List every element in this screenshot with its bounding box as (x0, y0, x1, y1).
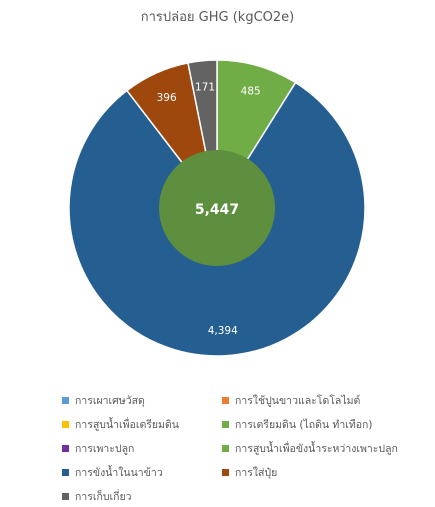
legend-label: การใส่ปุ๋ย (235, 467, 278, 479)
slice-value-label: 396 (157, 92, 177, 104)
legend-label: การเพาะปลูก (75, 443, 135, 455)
legend-item: การใช้ปูนขาวและโดโลไมต์ (222, 390, 422, 411)
legend-item: การเตรียมดิน (ไถดิน ทำเทือก) (222, 414, 422, 435)
legend-label: การขังน้ำในนาข้าว (75, 467, 163, 479)
legend-item: การเผาเศษวัสดุ (62, 390, 222, 411)
donut-chart: 485 4,394 396 171 5,447 (68, 59, 366, 357)
legend-swatch (62, 469, 69, 476)
legend-swatch (222, 469, 229, 476)
legend-label: การเผาเศษวัสดุ (75, 395, 145, 407)
slice-value-label: 485 (241, 86, 261, 98)
legend-label: การสูบน้ำเพื่อขังน้ำระหว่างเพาะปลูก (235, 443, 398, 455)
chart-title: การปล่อย GHG (kgCO2e) (140, 10, 295, 25)
center-total-label: 5,447 (195, 202, 239, 218)
legend-label: การเก็บเกี่ยว (75, 491, 132, 503)
legend-item: การใส่ปุ๋ย (222, 462, 422, 483)
slice-labels: 485 4,394 396 171 (157, 82, 261, 337)
legend-swatch (222, 421, 229, 428)
chart-legend: การเผาเศษวัสดุ การใช้ปูนขาวและโดโลไมต์การ… (62, 390, 422, 507)
legend-label: การเตรียมดิน (ไถดิน ทำเทือก) (235, 419, 373, 431)
legend-item: การเพาะปลูก (62, 438, 222, 459)
legend-swatch (222, 445, 229, 452)
legend-item: การสูบน้ำเพื่อขังน้ำระหว่างเพาะปลูก (222, 438, 422, 459)
legend-label: การใช้ปูนขาวและโดโลไมต์ (235, 395, 361, 407)
legend-item: การเก็บเกี่ยว (62, 486, 222, 507)
center-circle (159, 150, 275, 266)
legend-swatch (222, 397, 229, 404)
slice-value-label: 171 (195, 82, 215, 94)
legend-swatch (62, 421, 69, 428)
legend-item: การสูบน้ำเพื่อเตรียมดิน (62, 414, 222, 435)
legend-swatch (62, 493, 69, 500)
legend-item: การขังน้ำในนาข้าว (62, 462, 222, 483)
legend-swatch (62, 397, 69, 404)
slice-value-label: 4,394 (208, 325, 238, 337)
legend-swatch (62, 445, 69, 452)
legend-label: การสูบน้ำเพื่อเตรียมดิน (75, 419, 179, 431)
